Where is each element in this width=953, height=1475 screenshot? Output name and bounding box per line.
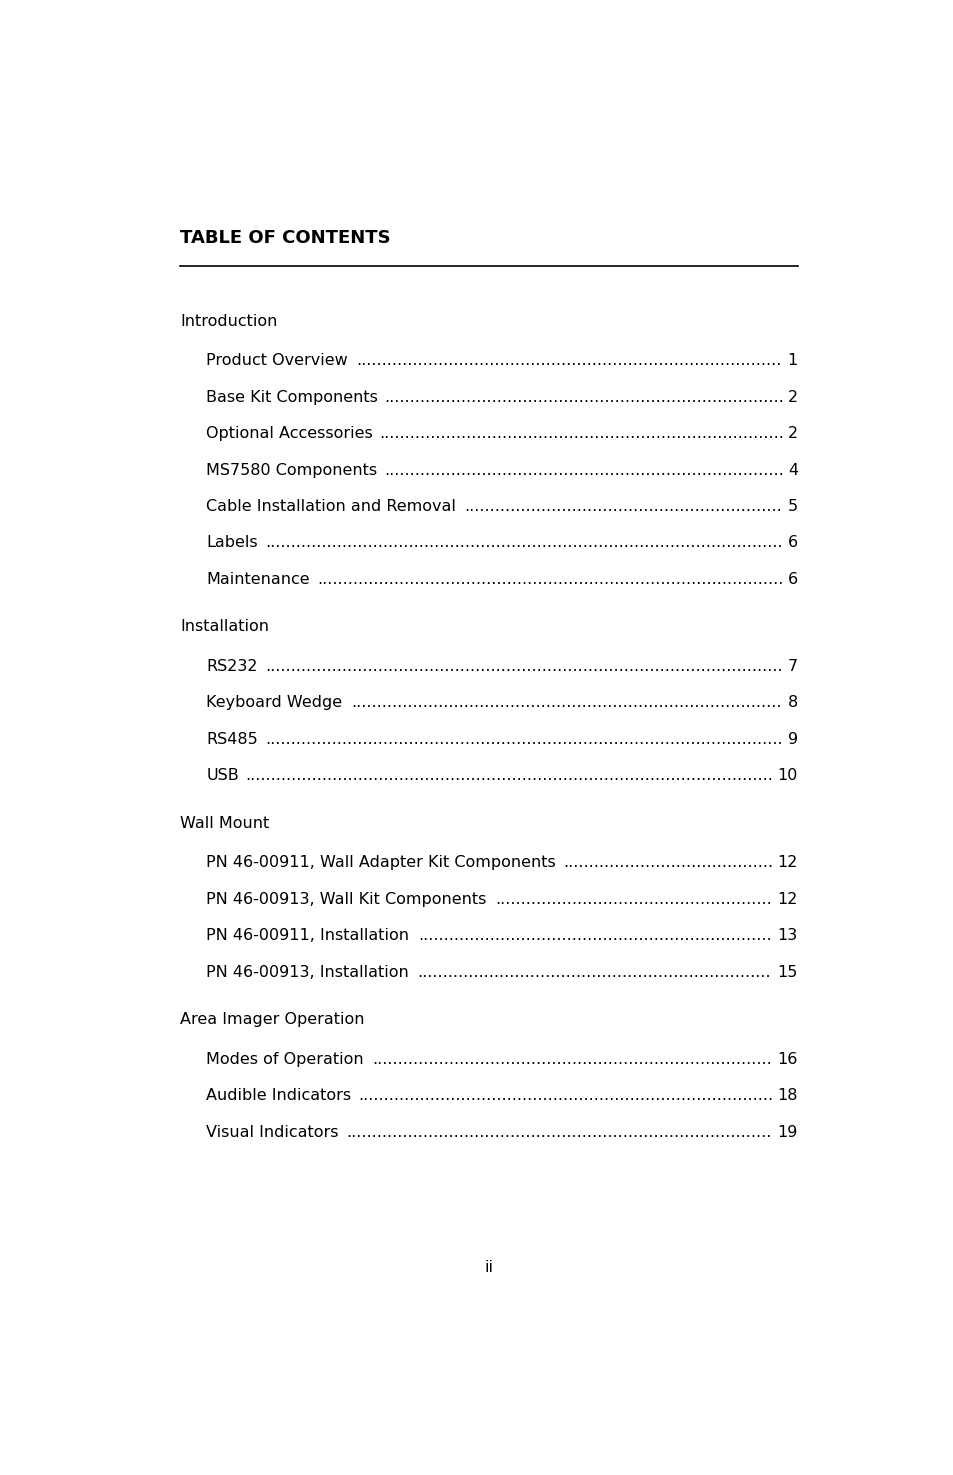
Text: ................................................................................: ........................................…	[316, 571, 782, 587]
Text: 9: 9	[787, 732, 797, 746]
Text: 18: 18	[777, 1089, 797, 1103]
Text: ii: ii	[484, 1260, 493, 1274]
Text: .....................................................................: ........................................…	[417, 965, 771, 979]
Text: PN 46-00911, Installation: PN 46-00911, Installation	[206, 928, 409, 943]
Text: 2: 2	[787, 426, 797, 441]
Text: ......................................................: ........................................…	[495, 892, 771, 907]
Text: ..............................................................................: ........................................…	[384, 389, 783, 404]
Text: Product Overview: Product Overview	[206, 354, 348, 369]
Text: Base Kit Components: Base Kit Components	[206, 389, 378, 404]
Text: ................................................................................: ........................................…	[351, 695, 781, 711]
Text: ................................................................................: ........................................…	[356, 354, 781, 369]
Text: Optional Accessories: Optional Accessories	[206, 426, 373, 441]
Text: RS232: RS232	[206, 659, 257, 674]
Text: MS7580 Components: MS7580 Components	[206, 463, 377, 478]
Text: .....................................................................: ........................................…	[417, 928, 771, 943]
Text: 6: 6	[787, 571, 797, 587]
Text: 15: 15	[777, 965, 797, 979]
Text: ..............................................................................: ........................................…	[383, 463, 783, 478]
Text: ................................................................................: ........................................…	[346, 1124, 771, 1140]
Text: 8: 8	[787, 695, 797, 711]
Text: Modes of Operation: Modes of Operation	[206, 1052, 364, 1066]
Text: Maintenance: Maintenance	[206, 571, 310, 587]
Text: RS485: RS485	[206, 732, 258, 746]
Text: 12: 12	[777, 855, 797, 870]
Text: Keyboard Wedge: Keyboard Wedge	[206, 695, 342, 711]
Text: PN 46-00911, Wall Adapter Kit Components: PN 46-00911, Wall Adapter Kit Components	[206, 855, 556, 870]
Text: 1: 1	[787, 354, 797, 369]
Text: .........................................: ........................................…	[562, 855, 772, 870]
Text: ................................................................................: ........................................…	[265, 535, 782, 550]
Text: USB: USB	[206, 768, 239, 783]
Text: Wall Mount: Wall Mount	[180, 816, 269, 830]
Text: ...............................................................................: ........................................…	[379, 426, 783, 441]
Text: 5: 5	[787, 499, 797, 513]
Text: 2: 2	[787, 389, 797, 404]
Text: 7: 7	[787, 659, 797, 674]
Text: Introduction: Introduction	[180, 314, 277, 329]
Text: ................................................................................: ........................................…	[357, 1089, 773, 1103]
Text: Installation: Installation	[180, 620, 269, 634]
Text: Visual Indicators: Visual Indicators	[206, 1124, 338, 1140]
Text: 19: 19	[777, 1124, 797, 1140]
Text: 10: 10	[777, 768, 797, 783]
Text: Audible Indicators: Audible Indicators	[206, 1089, 352, 1103]
Text: Cable Installation and Removal: Cable Installation and Removal	[206, 499, 456, 513]
Text: ..............................................................................: ........................................…	[372, 1052, 771, 1066]
Text: 13: 13	[777, 928, 797, 943]
Text: Labels: Labels	[206, 535, 258, 550]
Text: TABLE OF CONTENTS: TABLE OF CONTENTS	[180, 230, 390, 248]
Text: PN 46-00913, Wall Kit Components: PN 46-00913, Wall Kit Components	[206, 892, 486, 907]
Text: 6: 6	[787, 535, 797, 550]
Text: Area Imager Operation: Area Imager Operation	[180, 1012, 364, 1027]
Text: PN 46-00913, Installation: PN 46-00913, Installation	[206, 965, 409, 979]
Text: 12: 12	[777, 892, 797, 907]
Text: ................................................................................: ........................................…	[245, 768, 773, 783]
Text: ................................................................................: ........................................…	[265, 732, 782, 746]
Text: ................................................................................: ........................................…	[265, 659, 782, 674]
Text: 4: 4	[787, 463, 797, 478]
Text: 16: 16	[777, 1052, 797, 1066]
Text: ..............................................................: ........................................…	[464, 499, 781, 513]
